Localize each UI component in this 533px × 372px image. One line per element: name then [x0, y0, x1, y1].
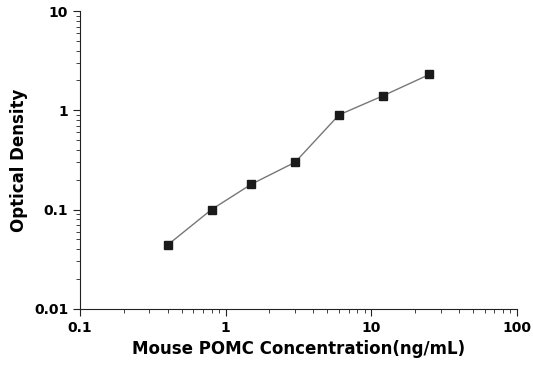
Y-axis label: Optical Density: Optical Density — [10, 88, 28, 232]
X-axis label: Mouse POMC Concentration(ng/mL): Mouse POMC Concentration(ng/mL) — [132, 340, 465, 358]
